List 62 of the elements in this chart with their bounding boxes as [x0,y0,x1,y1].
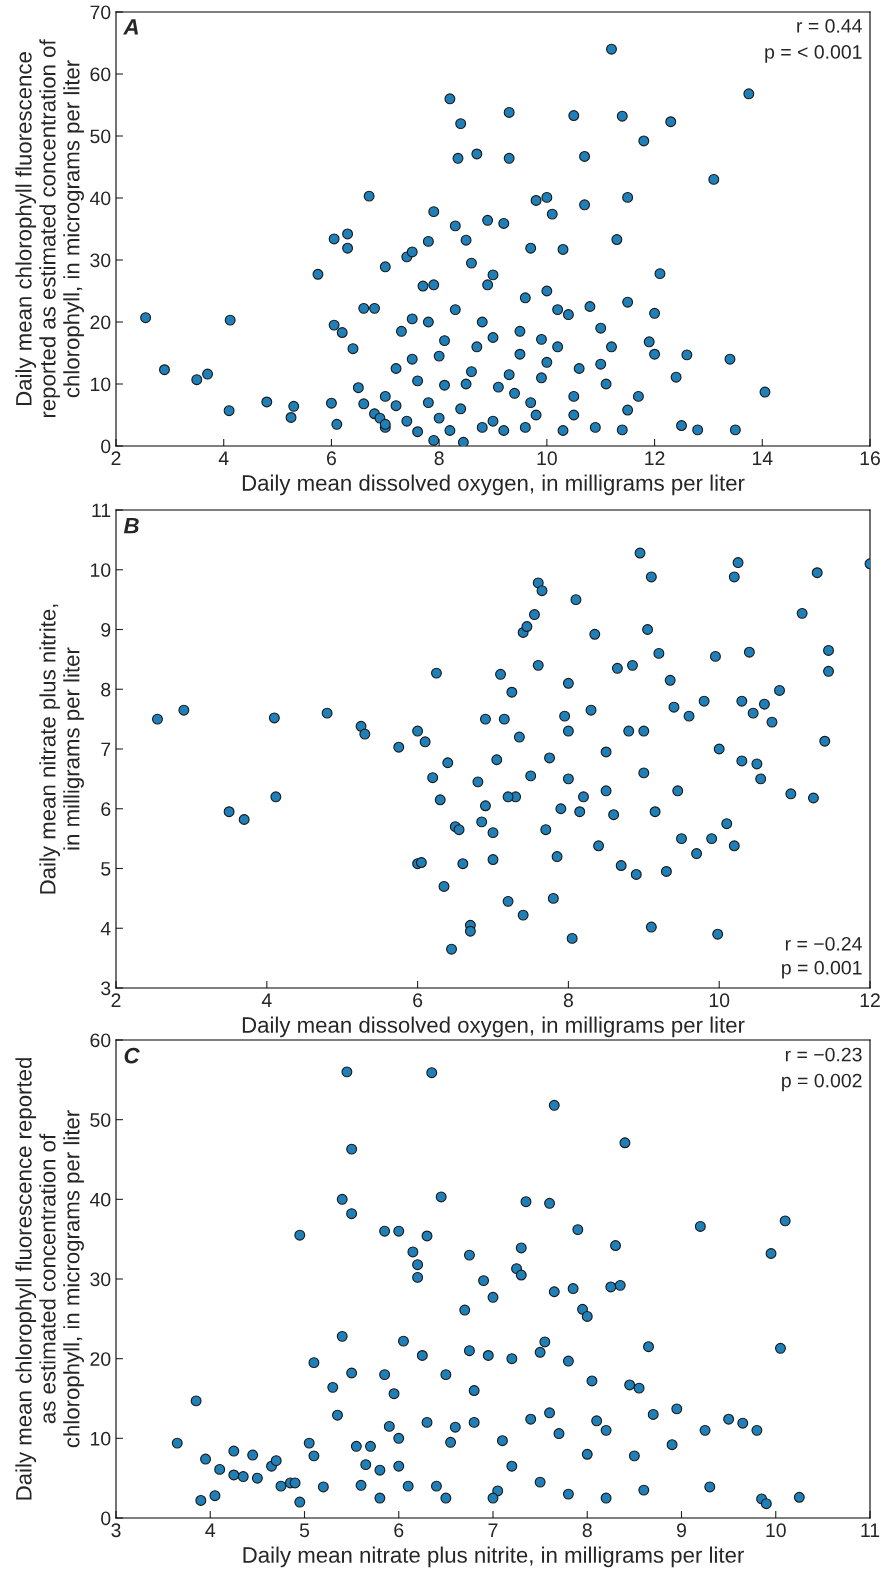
annotation: C [124,1047,140,1064]
x-axis-title: Daily mean dissolved oxygen, in milligrams per liter [242,474,745,496]
x-tick-label: 12 [645,451,665,465]
y-tick-label: 40 [89,1192,111,1207]
x-tick-label: 7 [488,1523,498,1537]
y-tick-label: 10 [91,563,111,577]
x-tick-label: 12 [860,993,880,1007]
y-tick-label: 60 [90,1033,111,1048]
x-tick-label: 14 [752,451,773,465]
x-tick-label: 8 [434,451,444,466]
x-tick-label: 10 [709,993,730,1008]
x-tick-label: 6 [394,1523,404,1538]
y-tick-label: 20 [90,1352,111,1366]
x-tick-label: 4 [218,451,229,465]
y-tick-label: 9 [101,622,111,637]
y-tick-label: 4 [100,921,111,936]
annotation: A [123,19,138,35]
x-tick-label: 6 [413,993,423,1008]
annotation: r = −0.24 [785,936,862,951]
y-tick-label: 50 [90,129,111,144]
annotation: r = 0.44 [797,19,862,33]
x-tick-label: 9 [677,1523,686,1538]
x-tick-label: 4 [261,993,272,1007]
x-tick-label: 11 [861,1523,880,1537]
x-tick-label: 3 [111,1523,121,1538]
y-tick-label: 5 [101,862,111,876]
x-tick-label: 10 [537,451,557,466]
y-tick-label: 7 [101,742,111,757]
x-tick-label: 5 [299,1523,310,1538]
y-tick-label: 20 [90,315,111,330]
annotation: p = < 0.001 [765,45,862,63]
y-tick-label: 40 [89,191,111,206]
annotation: r = −0.23 [785,1047,862,1062]
annotation: p = 0.001 [782,960,862,979]
y-axis-title: Daily mean chlorophyll fluorescence reported as estimated concentration of chlorophyll, in micrograms per liter [15,1058,84,1500]
x-tick-label: 2 [111,993,121,1007]
y-tick-label: 8 [101,682,111,697]
y-tick-label: 11 [92,503,111,518]
x-tick-label: 8 [563,993,573,1008]
x-tick-label: 10 [766,1523,786,1538]
x-tick-label: 16 [860,451,880,466]
x-tick-label: 4 [205,1523,216,1537]
y-tick-label: 70 [90,5,111,20]
y-tick-label: 50 [90,1113,111,1127]
annotation: B [123,517,139,534]
y-axis-title: Daily mean nitrate plus nitrite, in milligrams per liter [39,604,84,894]
annotation: p = 0.002 [782,1073,862,1092]
y-tick-label: 10 [91,377,111,392]
x-tick-label: 8 [582,1523,592,1538]
x-axis-title: Daily mean nitrate plus nitrite, in milligrams per liter [243,1546,744,1568]
y-tick-label: 10 [91,1431,111,1446]
y-axis-title: Daily mean chlorophyll fluorescence reported as estimated concentration of chlorophyll, in micrograms per liter [15,39,84,418]
y-tick-label: 0 [101,1511,111,1526]
y-tick-label: 30 [90,1272,111,1287]
y-tick-label: 0 [101,439,111,454]
y-tick-label: 3 [101,981,111,996]
x-tick-label: 2 [111,451,121,465]
y-tick-label: 6 [101,802,111,816]
x-axis-title: Daily mean dissolved oxygen, in milligrams per liter [242,1016,745,1038]
x-tick-label: 6 [327,451,336,466]
y-tick-label: 30 [90,253,111,268]
y-tick-label: 60 [90,67,111,82]
